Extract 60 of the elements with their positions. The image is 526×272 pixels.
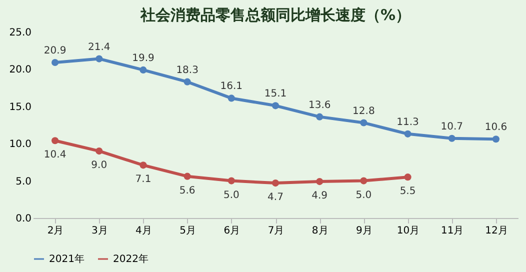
point [184,172,191,180]
x-tick-label: 8月 [312,226,328,236]
x-tick-label: 5月 [180,226,196,236]
data-label: 5.6 [179,185,196,196]
point [448,134,456,142]
point [272,180,280,187]
data-label: 9.0 [91,160,108,172]
data-label: 11.3 [396,116,419,128]
data-label: 5.0 [356,190,372,201]
point [228,94,235,102]
data-label: 12.8 [352,106,375,117]
data-label: 20.9 [44,46,66,57]
point [228,177,235,184]
y-tick-label: 15.0 [9,102,32,113]
point [96,148,103,155]
data-label: 4.9 [312,190,328,202]
y-tick-label: 20.0 [9,64,32,76]
chart-title: 社会消费品零售总额同比增长速度（%） [139,6,411,24]
x-tick-label: 11月 [440,226,464,236]
data-label: 10.4 [44,150,66,161]
data-label: 21.4 [88,42,110,53]
y-tick-label: 0.0 [16,214,32,224]
data-label: 13.6 [308,100,331,111]
data-label: 19.9 [132,52,154,64]
data-label: 15.1 [264,88,287,100]
data-label: 4.7 [268,192,284,204]
point [52,137,59,144]
x-tick-label: 2月 [47,226,64,236]
y-tick-label: 25.0 [9,28,32,38]
data-label: 7.1 [135,174,152,186]
x-tick-label: 7月 [268,226,284,236]
data-label: 5.5 [400,186,416,198]
data-label: 18.3 [176,64,198,76]
point [96,55,103,62]
point [492,136,500,143]
x-tick-label: 10月 [396,226,420,236]
y-tick-label: 5.0 [16,176,32,188]
data-label: 10.6 [484,122,508,134]
data-label: 10.7 [440,121,463,132]
point [360,119,368,126]
point [404,174,412,181]
legend-label: 2021年 [49,253,84,265]
x-tick-label: 4月 [136,226,152,236]
x-tick-label: 12月 [485,226,508,236]
point [360,177,368,184]
y-tick-label: 10.0 [9,139,32,150]
x-tick-label: 9月 [356,226,372,236]
point [184,78,191,86]
data-label: 16.1 [220,81,243,92]
legend-label: 2022年 [113,253,148,265]
point [272,102,280,110]
data-label: 5.0 [223,190,240,201]
point [404,130,412,138]
x-tick-label: 6月 [224,226,240,236]
x-tick-label: 3月 [91,226,108,236]
point [316,178,324,186]
point [316,113,324,120]
point [140,162,147,169]
point [140,66,147,74]
point [52,58,59,66]
